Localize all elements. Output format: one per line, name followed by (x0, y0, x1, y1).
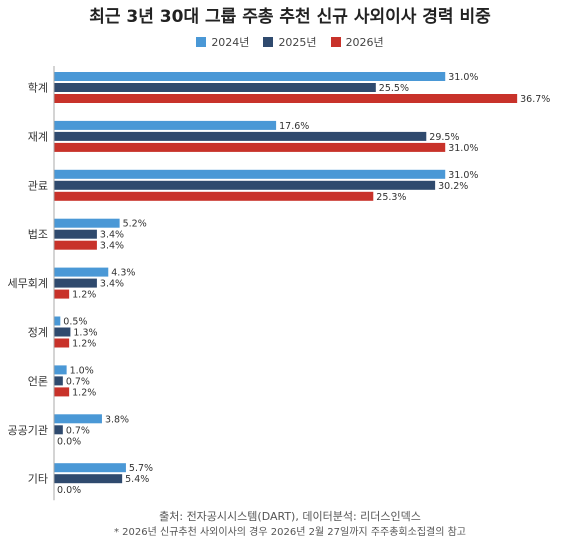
category-label-1: 재계 (28, 130, 48, 143)
data-label-6-0: 1.0% (70, 365, 94, 376)
bar-2-1 (54, 180, 436, 190)
data-label-7-0: 3.8% (105, 414, 129, 425)
category-label-0: 학계 (28, 82, 48, 95)
bar-1-1 (54, 131, 427, 141)
category-label-8: 기타 (28, 473, 48, 486)
bar-6-1 (54, 376, 63, 386)
data-label-3-0: 5.2% (123, 219, 147, 230)
bar-7-1 (54, 425, 63, 435)
data-label-4-2: 1.2% (72, 290, 96, 301)
legend-item-2025: 2025년 (263, 34, 317, 50)
data-label-6-1: 0.7% (66, 376, 90, 387)
data-label-8-0: 5.7% (129, 463, 153, 474)
category-label-3: 법조 (28, 228, 48, 241)
bar-5-0 (54, 316, 61, 326)
bar-7-0 (54, 414, 102, 424)
bar-0-0 (54, 72, 446, 81)
category-label-6: 언론 (28, 375, 48, 388)
data-label-3-2: 3.4% (100, 241, 124, 252)
legend-item-2026: 2026년 (330, 34, 384, 50)
bar-0-2 (54, 94, 518, 103)
category-label-4: 세무회계 (8, 277, 48, 290)
bar-3-1 (54, 229, 97, 239)
bar-1-0 (54, 120, 277, 130)
data-label-3-1: 3.4% (100, 230, 124, 241)
category-label-2: 관료 (28, 179, 48, 192)
legend-swatch-2026 (330, 37, 341, 47)
data-label-5-2: 1.2% (72, 339, 96, 350)
chart-title: 최근 3년 30대 그룹 주총 추천 신규 사외이사 경력 비중 (89, 7, 491, 27)
bar-4-0 (54, 267, 109, 277)
data-label-6-2: 1.2% (72, 387, 96, 398)
bar-4-2 (54, 289, 70, 299)
bar-5-2 (54, 338, 70, 348)
bar-3-2 (54, 240, 97, 250)
data-label-8-2: 0.0% (57, 485, 81, 496)
bar-2-2 (54, 191, 374, 201)
data-label-7-1: 0.7% (66, 425, 90, 436)
category-label-7: 공공기관 (8, 424, 48, 437)
data-label-7-2: 0.0% (57, 436, 81, 447)
bar-8-1 (54, 474, 123, 484)
data-label-0-2: 36.7% (520, 94, 550, 105)
data-label-5-0: 0.5% (63, 317, 87, 328)
data-label-2-0: 31.0% (448, 170, 478, 181)
data-label-4-0: 4.3% (111, 268, 135, 279)
data-label-5-1: 1.3% (73, 328, 97, 339)
bar-8-0 (54, 463, 126, 473)
legend-label-2024: 2024년 (211, 36, 250, 49)
legend: 2024년 2025년 2026년 (0, 34, 580, 50)
data-label-8-1: 5.4% (125, 474, 149, 485)
source-note: 출처: 전자공시시스템(DART), 데이터분석: 리더스인덱스 (159, 510, 421, 523)
data-label-1-0: 17.6% (279, 121, 309, 132)
data-label-1-2: 31.0% (448, 143, 478, 154)
bar-4-1 (54, 278, 97, 288)
footnote: * 2026년 신규추천 사외이사의 경우 2026년 2월 27일까지 주주총… (114, 527, 466, 538)
data-label-4-1: 3.4% (100, 279, 124, 290)
data-label-0-0: 31.0% (448, 72, 478, 83)
bar-5-1 (54, 327, 71, 337)
data-label-2-1: 30.2% (438, 181, 468, 192)
category-label-5: 정계 (28, 326, 48, 339)
bar-0-1 (54, 83, 376, 92)
bar-6-0 (54, 365, 67, 375)
data-label-2-2: 25.3% (376, 192, 406, 203)
bar-1-2 (54, 142, 446, 152)
data-label-1-1: 29.5% (429, 132, 459, 143)
legend-swatch-2024 (196, 37, 207, 47)
bar-3-0 (54, 218, 120, 228)
legend-label-2025: 2025년 (278, 36, 317, 49)
bar-2-0 (54, 169, 446, 179)
legend-label-2026: 2026년 (345, 36, 384, 49)
legend-item-2024: 2024년 (196, 34, 249, 50)
legend-swatch-2025 (263, 37, 274, 47)
bar-6-2 (54, 387, 70, 397)
data-label-0-1: 25.5% (379, 83, 409, 94)
